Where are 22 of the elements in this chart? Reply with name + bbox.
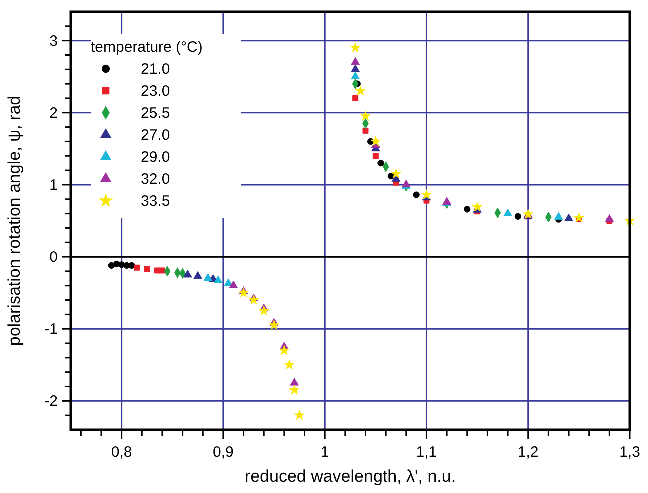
legend-label: 25.5 bbox=[141, 105, 170, 122]
x-tick-label: 1 bbox=[320, 444, 330, 461]
x-tick-label: 0,9 bbox=[213, 444, 234, 461]
y-axis-title: polarisation rotation angle, ψ, rad bbox=[5, 96, 24, 346]
y-tick-label: 2 bbox=[50, 104, 58, 122]
legend-label: 29.0 bbox=[141, 149, 170, 166]
y-tick-label: 0 bbox=[50, 249, 58, 266]
legend-label: 23.0 bbox=[141, 83, 170, 100]
legend-label: 32.0 bbox=[141, 171, 170, 188]
x-tick-label: 1,2 bbox=[518, 444, 539, 461]
legend-label: 27.0 bbox=[141, 127, 170, 144]
y-tick-label: 3 bbox=[50, 32, 58, 50]
legend-label: 21.0 bbox=[141, 61, 170, 78]
y-tick-label: 1 bbox=[50, 176, 58, 194]
x-tick-label: 1,3 bbox=[620, 444, 640, 461]
y-tick-label: -1 bbox=[44, 321, 58, 338]
y-tick-label: -2 bbox=[44, 393, 58, 410]
legend-label: 33.5 bbox=[141, 193, 170, 210]
x-tick-label: 0,8 bbox=[111, 444, 132, 461]
x-axis-title: reduced wavelength, λ', n.u. bbox=[244, 467, 456, 486]
legend-title: temperature (°C) bbox=[91, 39, 203, 56]
x-tick-label: 1,1 bbox=[416, 444, 438, 461]
